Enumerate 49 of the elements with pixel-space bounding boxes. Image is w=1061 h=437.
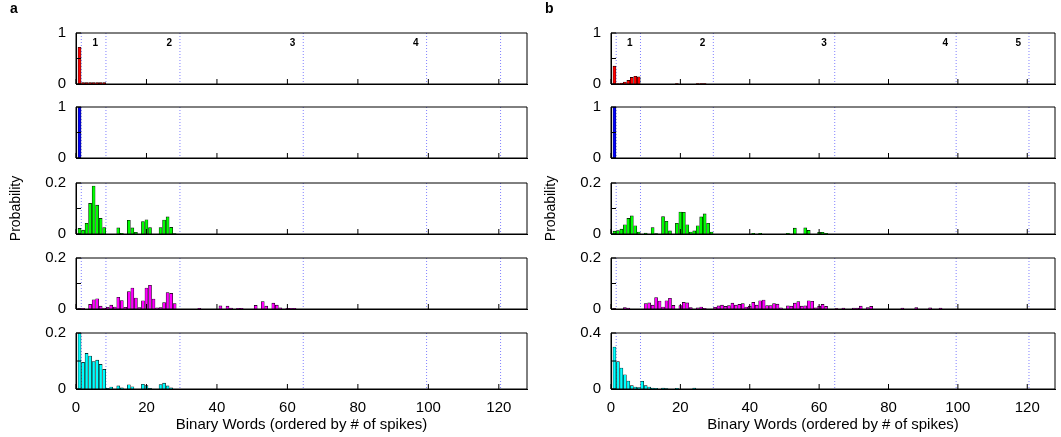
x-axis-title: Binary Words (ordered by # of spikes) [707,415,959,433]
x-tick-label: 80 [349,398,367,416]
chart-title: a [10,0,18,16]
y-tick-label: 1 [592,23,601,41]
y-tick-label: 0.4 [580,323,601,341]
y-tick-label: 0 [57,148,66,166]
x-tick-label: 20 [138,398,155,416]
annotation: 5 [1015,36,1022,48]
x-tick-label: 100 [415,398,441,416]
y-tick-label: 0 [57,74,66,92]
y-tick-label: 0.2 [45,323,66,341]
annotation: 4 [413,36,420,48]
x-tick-label: 120 [486,398,512,416]
x-tick-label: 40 [208,398,226,416]
y-tick-label: 0 [592,74,601,92]
y-tick-label: 0 [57,224,66,242]
annotation: 2 [699,36,706,48]
x-tick-label: 120 [1014,398,1040,416]
y-tick-label: 0.2 [45,248,66,266]
x-axis-title: Binary Words (ordered by # of spikes) [175,415,428,433]
x-tick-label: 40 [741,398,759,416]
x-tick-label: 60 [810,398,828,416]
y-tick-label: 0.2 [580,248,601,266]
y-axis-title: Probability [542,175,559,242]
x-tick-label: 60 [279,398,296,416]
annotation: 3 [821,36,828,48]
y-tick-label: 0.2 [45,173,66,191]
y-tick-label: 0 [57,379,66,397]
x-tick-label: 100 [945,398,971,416]
annotation: 4 [942,36,949,48]
annotation: 3 [289,36,296,48]
y-tick-label: 0 [592,379,601,397]
y-tick-label: 1 [592,97,601,115]
y-tick-label: 0.2 [580,173,601,191]
y-tick-label: 0 [57,299,66,317]
annotation: 1 [92,36,99,48]
annotation: 1 [626,36,633,48]
x-tick-label: 80 [880,398,897,416]
x-tick-label: 20 [672,398,689,416]
y-tick-label: 1 [57,97,66,115]
y-tick-label: 0 [592,299,601,317]
y-tick-label: 1 [57,23,66,41]
y-tick-label: 0 [592,224,601,242]
y-axis-title: Probability [7,175,24,242]
annotation: 2 [166,36,173,48]
chart-title: b [545,0,554,16]
x-tick-label: 0 [71,398,81,416]
x-tick-label: 0 [606,398,616,416]
y-tick-label: 0 [592,148,601,166]
